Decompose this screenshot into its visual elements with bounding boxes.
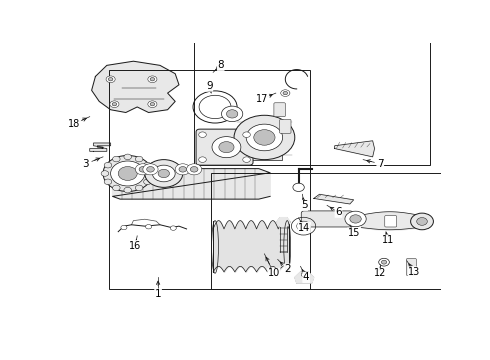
Circle shape bbox=[147, 171, 154, 176]
Circle shape bbox=[103, 156, 152, 192]
Circle shape bbox=[121, 225, 127, 230]
Circle shape bbox=[111, 161, 145, 186]
Polygon shape bbox=[295, 272, 314, 283]
Circle shape bbox=[135, 185, 143, 191]
FancyBboxPatch shape bbox=[196, 129, 253, 165]
Text: 12: 12 bbox=[374, 268, 387, 278]
Circle shape bbox=[135, 156, 143, 162]
Circle shape bbox=[179, 167, 187, 172]
Circle shape bbox=[190, 167, 198, 172]
Text: 17: 17 bbox=[256, 94, 269, 104]
Ellipse shape bbox=[381, 260, 387, 264]
Circle shape bbox=[146, 225, 151, 229]
Circle shape bbox=[110, 101, 119, 108]
Circle shape bbox=[118, 167, 137, 180]
Circle shape bbox=[150, 103, 155, 106]
Text: 6: 6 bbox=[335, 207, 342, 217]
Circle shape bbox=[139, 167, 147, 172]
Circle shape bbox=[199, 132, 206, 138]
Circle shape bbox=[104, 162, 112, 168]
Circle shape bbox=[145, 159, 183, 187]
Circle shape bbox=[187, 164, 202, 175]
Text: 15: 15 bbox=[347, 228, 360, 238]
Circle shape bbox=[124, 187, 131, 193]
Text: 14: 14 bbox=[298, 222, 311, 233]
Ellipse shape bbox=[379, 258, 390, 266]
Circle shape bbox=[212, 136, 241, 158]
FancyBboxPatch shape bbox=[385, 216, 396, 227]
Text: 10: 10 bbox=[268, 268, 280, 278]
Circle shape bbox=[101, 171, 109, 176]
Circle shape bbox=[416, 217, 427, 225]
Circle shape bbox=[246, 124, 283, 151]
Circle shape bbox=[148, 101, 157, 108]
Polygon shape bbox=[314, 194, 354, 204]
Circle shape bbox=[254, 130, 275, 145]
Text: 1: 1 bbox=[155, 289, 161, 299]
Circle shape bbox=[113, 156, 120, 162]
Text: 18: 18 bbox=[69, 118, 81, 129]
FancyBboxPatch shape bbox=[301, 211, 353, 227]
Circle shape bbox=[104, 179, 112, 185]
Circle shape bbox=[226, 110, 238, 118]
Circle shape bbox=[293, 183, 304, 192]
Text: 3: 3 bbox=[83, 159, 89, 169]
Circle shape bbox=[199, 157, 206, 162]
Circle shape bbox=[152, 165, 175, 182]
Circle shape bbox=[150, 77, 155, 81]
Circle shape bbox=[221, 106, 243, 122]
Polygon shape bbox=[276, 218, 290, 226]
Circle shape bbox=[219, 141, 234, 153]
Polygon shape bbox=[90, 143, 111, 151]
Circle shape bbox=[243, 132, 250, 138]
Bar bbox=[247, 150, 281, 160]
Circle shape bbox=[106, 76, 115, 82]
Circle shape bbox=[147, 167, 154, 172]
Circle shape bbox=[345, 211, 366, 227]
Bar bbox=[109, 69, 310, 288]
Text: 16: 16 bbox=[129, 240, 142, 251]
Circle shape bbox=[124, 154, 131, 159]
Circle shape bbox=[148, 76, 157, 82]
Circle shape bbox=[108, 77, 113, 81]
Circle shape bbox=[281, 90, 290, 96]
Bar bbox=[194, 0, 430, 165]
Circle shape bbox=[175, 164, 190, 175]
Circle shape bbox=[283, 91, 288, 95]
Circle shape bbox=[112, 103, 117, 106]
Circle shape bbox=[144, 162, 151, 168]
Circle shape bbox=[135, 164, 150, 175]
FancyBboxPatch shape bbox=[280, 120, 291, 133]
Circle shape bbox=[170, 226, 176, 230]
Circle shape bbox=[234, 115, 295, 159]
Text: 8: 8 bbox=[218, 60, 224, 70]
Text: 9: 9 bbox=[206, 81, 213, 91]
Circle shape bbox=[113, 185, 120, 191]
Text: 7: 7 bbox=[377, 159, 384, 169]
Text: 5: 5 bbox=[301, 201, 308, 210]
Polygon shape bbox=[335, 141, 374, 157]
Circle shape bbox=[158, 169, 170, 177]
Circle shape bbox=[243, 157, 250, 162]
Bar bbox=[211, 174, 450, 288]
Text: 4: 4 bbox=[303, 273, 310, 283]
Polygon shape bbox=[92, 61, 179, 112]
Circle shape bbox=[143, 164, 158, 175]
Text: 13: 13 bbox=[408, 267, 420, 277]
Polygon shape bbox=[113, 168, 270, 199]
Circle shape bbox=[144, 179, 151, 185]
Circle shape bbox=[301, 273, 307, 277]
FancyBboxPatch shape bbox=[406, 258, 416, 275]
Text: 2: 2 bbox=[284, 264, 291, 274]
FancyBboxPatch shape bbox=[274, 103, 285, 117]
Text: 11: 11 bbox=[382, 235, 394, 245]
Circle shape bbox=[350, 215, 361, 223]
Circle shape bbox=[411, 213, 433, 230]
